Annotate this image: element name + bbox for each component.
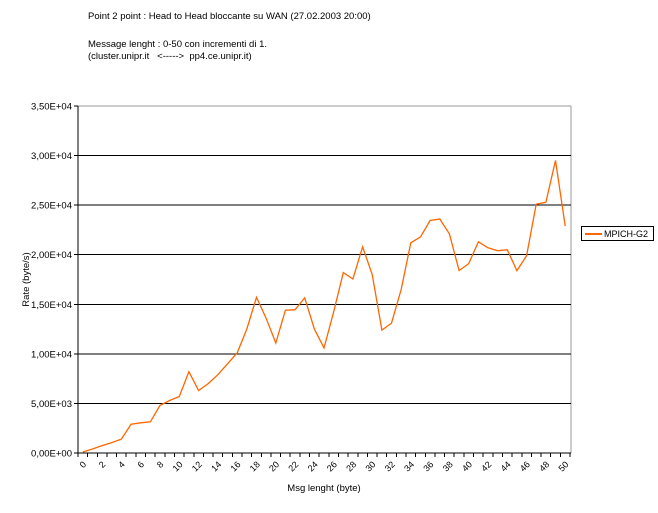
x-tick-label: 8 [155, 459, 166, 470]
x-tick-label: 16 [228, 459, 242, 473]
chart-subtitle-message-length: Message lenght : 0-50 con incrementi di … [88, 39, 268, 50]
x-tick-label: 34 [402, 459, 416, 473]
y-tick-label: 2,50E+04 [31, 201, 72, 212]
x-tick-label: 4 [116, 459, 127, 470]
legend-series-label: MPICH-G2 [604, 228, 649, 239]
y-tick-label: 2,00E+04 [31, 250, 72, 261]
x-tick-label: 40 [460, 459, 474, 473]
x-tick-label: 2 [97, 459, 108, 470]
x-tick-label: 30 [363, 459, 377, 473]
x-tick-label: 28 [344, 459, 358, 473]
x-tick-label: 10 [171, 459, 185, 473]
y-axis-title: Rate (byte/s) [21, 252, 32, 306]
legend-line-swatch [585, 232, 602, 235]
chart-subtitle-hosts: (cluster.unipr.it <-----> pp4.ce.unipr.i… [88, 51, 252, 62]
x-tick-label: 26 [325, 459, 339, 473]
x-tick-label: 6 [135, 459, 146, 470]
x-tick-label: 12 [190, 459, 204, 473]
x-tick-label: 44 [499, 459, 513, 473]
x-tick-label: 38 [441, 459, 455, 473]
x-tick-label: 42 [479, 459, 493, 473]
x-axis-title: Msg lenght (byte) [287, 483, 360, 494]
y-tick-label: 3,50E+04 [31, 102, 72, 113]
x-tick-label: 32 [383, 459, 397, 473]
x-tick-label: 24 [306, 459, 320, 473]
chart-title: Point 2 point : Head to Head bloccante s… [88, 11, 371, 22]
x-tick-label: 22 [286, 459, 300, 473]
series-line-mpich-g2 [82, 160, 566, 453]
x-tick-label: 50 [556, 459, 570, 473]
y-tick-label: 5,00E+03 [31, 399, 72, 410]
x-tick-label: 48 [537, 459, 551, 473]
x-tick-label: 14 [209, 459, 223, 473]
y-tick-label: 1,00E+04 [31, 349, 72, 360]
x-tick-label: 46 [518, 459, 532, 473]
y-tick-label: 0,00E+00 [31, 449, 72, 460]
x-tick-label: 18 [248, 459, 262, 473]
x-tick-label: 0 [78, 459, 89, 470]
y-tick-label: 1,50E+04 [31, 300, 72, 311]
y-tick-label: 3,00E+04 [31, 151, 72, 162]
x-tick-label: 36 [421, 459, 435, 473]
legend: MPICH-G2 [581, 226, 654, 241]
x-tick-label: 20 [267, 459, 281, 473]
